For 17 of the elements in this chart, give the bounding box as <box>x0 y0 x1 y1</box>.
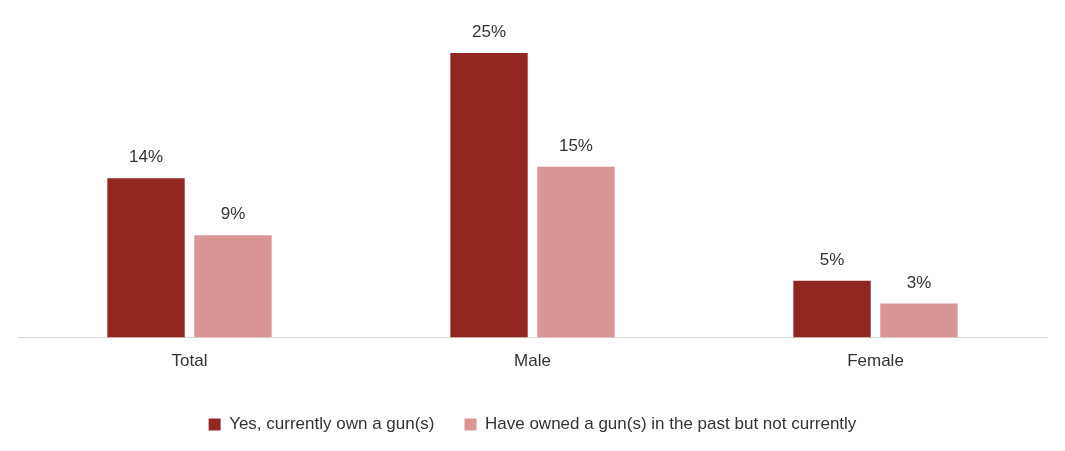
bar <box>194 235 272 338</box>
data-label: 25% <box>472 22 507 42</box>
bar <box>537 166 615 338</box>
x-tick-label: Female <box>847 351 904 371</box>
bar <box>880 303 958 338</box>
data-label: 15% <box>558 136 593 156</box>
data-label: 9% <box>220 204 246 224</box>
legend-label: Yes, currently own a gun(s) <box>229 414 435 434</box>
x-tick-label: Male <box>514 351 551 371</box>
data-label: 14% <box>129 147 164 167</box>
bar <box>107 178 185 338</box>
bar <box>793 280 871 338</box>
data-label: 5% <box>819 249 845 269</box>
x-tick-label: Total <box>171 351 208 371</box>
data-label: 3% <box>906 272 932 292</box>
bar <box>450 53 528 338</box>
legend-label: Have owned a gun(s) in the past but not currently <box>484 414 857 434</box>
